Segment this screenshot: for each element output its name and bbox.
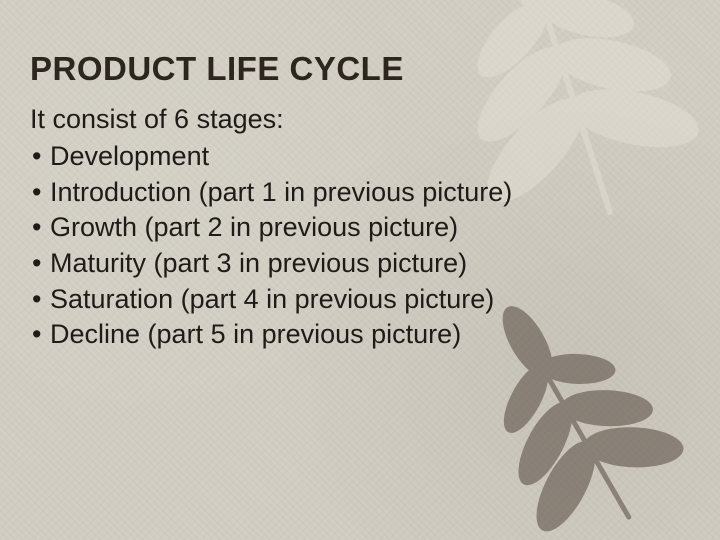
list-item: Maturity (part 3 in previous picture) xyxy=(32,246,690,282)
list-item: Development xyxy=(32,139,690,175)
list-item: Growth (part 2 in previous picture) xyxy=(32,210,690,246)
list-item: Decline (part 5 in previous picture) xyxy=(32,317,690,353)
content-area: PRODUCT LIFE CYCLE It consist of 6 stage… xyxy=(30,50,690,353)
slide: PRODUCT LIFE CYCLE It consist of 6 stage… xyxy=(0,0,720,540)
slide-title: PRODUCT LIFE CYCLE xyxy=(30,50,690,88)
list-item: Saturation (part 4 in previous picture) xyxy=(32,282,690,318)
list-item: Introduction (part 1 in previous picture… xyxy=(32,175,690,211)
bullet-list: Development Introduction (part 1 in prev… xyxy=(30,139,690,353)
intro-text: It consist of 6 stages: xyxy=(30,104,690,135)
